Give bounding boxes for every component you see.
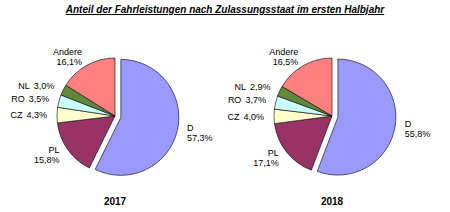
label-value: 16,5% <box>273 57 299 67</box>
slice <box>66 58 115 116</box>
pie: D55,8%PL17,1%CZ4,0%RO3,7%NL2,9%Andere16,… <box>227 47 430 175</box>
data-label: D57,3% <box>187 123 213 143</box>
label-category: Andere <box>269 47 298 57</box>
label-value: 3,7% <box>245 95 266 105</box>
label-category: PL <box>48 145 59 155</box>
data-label: PL17,1% <box>253 148 279 168</box>
label-category: CZ <box>227 112 239 122</box>
label-value: 3,5% <box>29 94 50 104</box>
data-label: Andere16,5% <box>269 47 298 67</box>
label-value: 4,0% <box>243 112 264 122</box>
label-value: 16,1% <box>57 57 83 67</box>
data-label: NL2,9% <box>235 82 271 92</box>
title: Anteil der Fahrleistungen nach Zulassung… <box>65 4 386 15</box>
label-category: RO <box>228 95 242 105</box>
label-value: 15,8% <box>34 155 60 165</box>
data-label: Andere16,1% <box>53 47 82 67</box>
data-label: NL 3,0% <box>18 81 54 91</box>
pie: D57,3% PL15,8% CZ 4,3%RO 3,5% NL 3,0% Andere16,… <box>10 47 212 176</box>
label-category: Andere <box>53 47 82 57</box>
label-category: NL <box>235 82 247 92</box>
label-value: 4,3% <box>26 110 47 120</box>
label-category: RO <box>11 94 25 104</box>
slice <box>57 116 115 168</box>
pie-title: 2017 <box>104 196 127 207</box>
label-value: 2,9% <box>250 82 271 92</box>
data-label: RO 3,5% <box>11 94 49 104</box>
data-label: RO3,7% <box>228 95 266 105</box>
label-category: D <box>405 119 412 129</box>
label-category: CZ <box>10 110 22 120</box>
slice <box>275 116 332 170</box>
data-label: D55,8% <box>405 119 431 139</box>
pie-title: 2018 <box>321 196 344 207</box>
label-category: PL <box>268 148 279 158</box>
label-category: D <box>187 123 194 133</box>
data-label: CZ 4,3% <box>10 110 47 120</box>
label-value: 57,3% <box>187 133 213 143</box>
data-label: PL15,8% <box>34 145 60 165</box>
chart: Anteil der Fahrleistungen nach Zulassung… <box>0 0 450 212</box>
data-label: CZ 4,0% <box>227 112 264 122</box>
label-value: 17,1% <box>253 158 279 168</box>
label-category: NL <box>18 81 30 91</box>
label-value: 3,0% <box>34 81 55 91</box>
label-value: 55,8% <box>405 129 431 139</box>
